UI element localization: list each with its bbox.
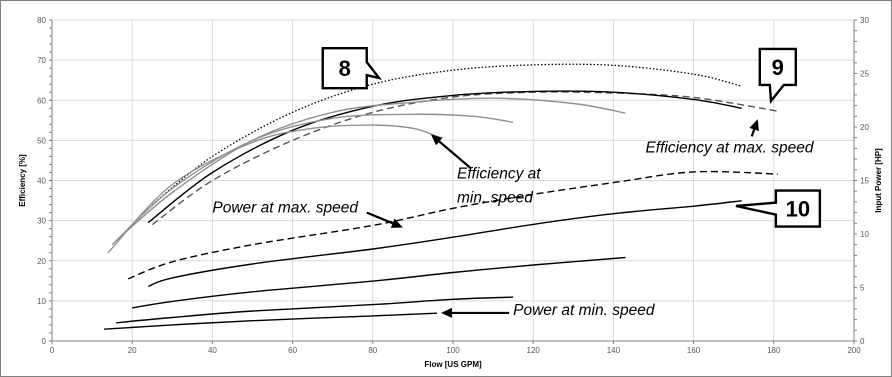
x-tick-label: 100 — [446, 346, 460, 355]
curves — [104, 63, 778, 330]
y2-tick-label: 20 — [860, 123, 869, 132]
y-tick-label: 70 — [37, 56, 46, 65]
callout-box-9 — [758, 47, 798, 105]
annotation-label-5: Power at min. speed — [513, 302, 656, 319]
x-tick-label: 40 — [208, 346, 217, 355]
power-curve-9 — [132, 256, 626, 309]
efficiency-curve-2 — [151, 91, 778, 226]
x-tick-label: 200 — [847, 346, 861, 355]
y-tick-label: 80 — [37, 16, 46, 25]
y-tick-label: 40 — [37, 177, 46, 186]
efficiency-curve-4 — [115, 97, 626, 242]
x-tick-label: 160 — [687, 346, 701, 355]
efficiency-curve-6 — [107, 124, 438, 254]
callout-box-8 — [321, 46, 383, 90]
y-tick-label: 10 — [37, 297, 46, 306]
y2-tick-label: 5 — [860, 284, 865, 293]
callout-boxes: 8 9 10 — [321, 46, 822, 228]
annotation-arrows — [366, 119, 759, 318]
efficiency-curve-3 — [147, 90, 742, 224]
arrow-head-3 — [390, 218, 403, 228]
x-tick-label: 20 — [128, 346, 137, 355]
callout-label-8: 8 — [339, 56, 351, 81]
y2-tick-label: 25 — [860, 70, 869, 79]
y2-tick-label: 10 — [860, 230, 869, 239]
x-axis-title: Flow [US GPM] — [424, 360, 482, 369]
y-tick-label: 0 — [42, 337, 47, 346]
annotation-label-3: Efficiency at max. speed — [645, 139, 814, 156]
x-tick-label: 60 — [288, 346, 297, 355]
annotation-label-4: Power at max. speed — [212, 200, 359, 217]
y-tick-label: 20 — [37, 257, 46, 266]
callout-label-9: 9 — [772, 55, 784, 80]
arrow-shaft-3 — [366, 211, 394, 225]
y2-tick-label: 30 — [860, 16, 869, 25]
arrow-shaft-1 — [438, 140, 472, 170]
x-tick-label: 0 — [50, 346, 55, 355]
y2-axis-title: Input Power [HP] — [874, 148, 883, 213]
efficiency-curve-5 — [111, 113, 514, 246]
y2-tick-label: 0 — [860, 337, 865, 346]
arrow-shaft-2 — [750, 129, 756, 137]
annotation-label-1: Efficiency at — [457, 165, 541, 182]
power-curve-11 — [104, 312, 438, 330]
callout-box-10 — [735, 189, 822, 228]
arrow-head-1 — [430, 134, 443, 146]
efficiency-curve-1 — [151, 63, 742, 206]
gridlines — [52, 19, 855, 341]
x-tick-label: 180 — [767, 346, 781, 355]
power-curve-10 — [116, 296, 514, 324]
power-curve-7 — [127, 170, 778, 280]
power-curve-8 — [147, 200, 742, 288]
arrow-head-2 — [749, 119, 759, 132]
annotation-label-2: min. speed — [457, 190, 534, 207]
x-tick-label: 80 — [368, 346, 377, 355]
y-axis-title: Efficiency [%] — [18, 154, 27, 207]
arrow-head-4 — [440, 307, 452, 318]
x-tick-label: 120 — [527, 346, 541, 355]
x-tick-label: 140 — [607, 346, 621, 355]
annotation-labels: Efficiency at min. speed Efficiency at max… — [212, 139, 814, 319]
y2-tick-label: 15 — [860, 177, 869, 186]
y-tick-label: 50 — [37, 136, 46, 145]
y-tick-label: 30 — [37, 217, 46, 226]
callout-label-10: 10 — [786, 197, 810, 222]
y-tick-label: 60 — [37, 96, 46, 105]
axes: 0 10 20 30 40 50 60 70 80 0 5 10 15 20 25 30 0 20 40 60 80 10… — [18, 16, 883, 369]
